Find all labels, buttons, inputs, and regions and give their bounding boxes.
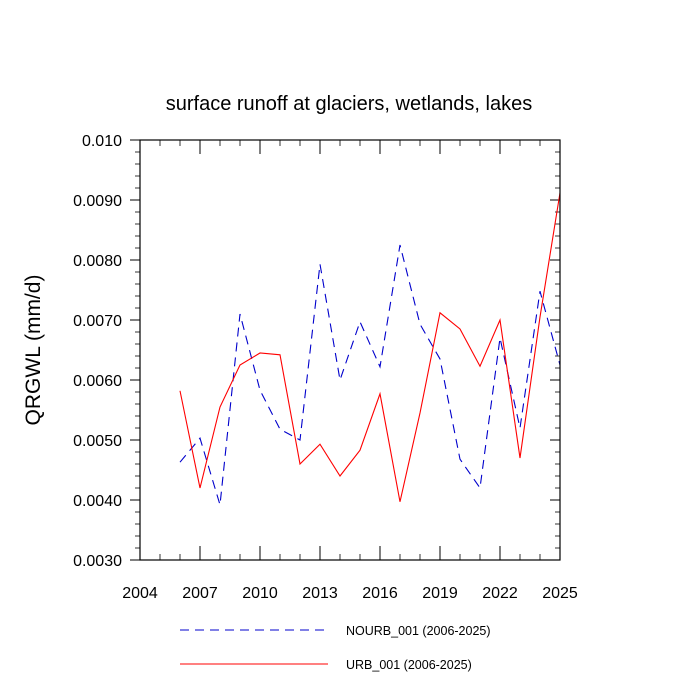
chart-title: surface runoff at glaciers, wetlands, la… [166, 93, 532, 115]
axis-ticks [130, 139, 561, 561]
x-tick-label: 2019 [422, 585, 458, 602]
series-line-2 [179, 192, 561, 502]
legend: NOURB_001 (2006-2025) URB_001 (2006-2025) [180, 624, 491, 672]
legend-label-2: URB_001 (2006-2025) [346, 658, 472, 672]
x-tick-label: 2025 [542, 585, 578, 602]
x-tick-label: 2004 [122, 585, 158, 602]
x-tick-label: 2010 [242, 585, 278, 602]
x-tick-label: 2016 [362, 585, 398, 602]
y-tick-labels: 0.0030 0.0040 0.0050 0.0060 0.0070 0.0080 0.00… [73, 133, 122, 570]
y-tick-label: 0.0030 [73, 553, 122, 570]
x-tick-labels: 2004 2007 2010 2013 2016 2019 2022 2025 [122, 585, 578, 602]
y-tick-label: 0.0090 [73, 193, 122, 210]
plot-frame [139, 139, 561, 561]
y-axis-label: QRGWL (mm/d) [22, 275, 45, 426]
x-tick-label: 2007 [182, 585, 218, 602]
legend-label-1: NOURB_001 (2006-2025) [346, 624, 491, 638]
y-tick-label: 0.0060 [73, 373, 122, 390]
y-tick-label: 0.010 [82, 133, 122, 150]
series-line-1 [179, 244, 561, 505]
x-tick-label: 2022 [482, 585, 518, 602]
y-tick-label: 0.0080 [73, 253, 122, 270]
y-tick-label: 0.0040 [73, 493, 122, 510]
x-tick-label: 2013 [302, 585, 338, 602]
y-tick-label: 0.0050 [73, 433, 122, 450]
y-tick-label: 0.0070 [73, 313, 122, 330]
series-lines [179, 192, 561, 505]
